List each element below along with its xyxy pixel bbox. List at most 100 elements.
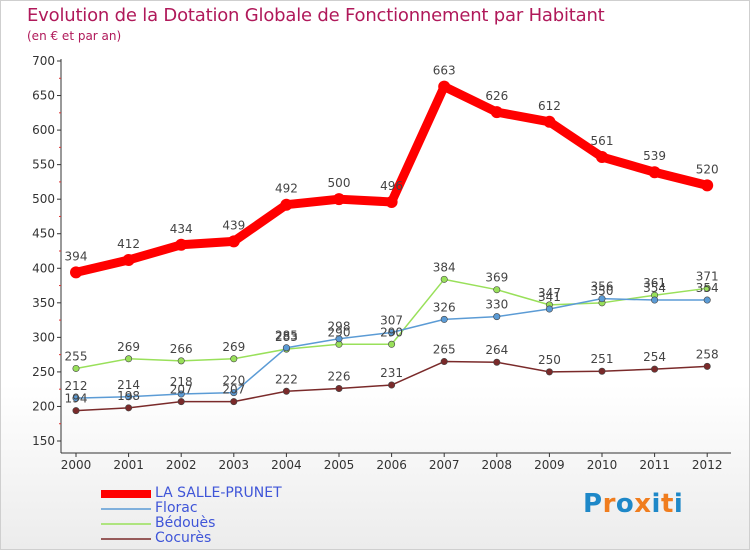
data-point (545, 368, 553, 376)
data-label: 265 (433, 343, 456, 357)
data-point (72, 394, 80, 402)
data-label: 207 (170, 383, 193, 397)
data-label: 269 (117, 340, 140, 354)
data-point (543, 115, 556, 128)
x-tick-label: 2004 (271, 458, 302, 472)
data-label: 290 (328, 325, 351, 339)
data-point (598, 367, 606, 375)
data-point (230, 389, 238, 397)
data-labels: 394 412 434 439 492 500 496 663 626 612 561 539 520 2… (65, 64, 719, 406)
data-label: 298 (328, 320, 351, 334)
data-label: 258 (696, 347, 719, 361)
data-label: 222 (275, 372, 298, 386)
data-label: 341 (538, 290, 561, 304)
logo-letter: i (673, 489, 684, 519)
data-label: 612 (538, 99, 561, 113)
data-label: 285 (275, 329, 298, 343)
logo-letter: o (615, 489, 635, 519)
x-tick-label: 2008 (482, 458, 513, 472)
data-label: 255 (65, 349, 88, 363)
data-label: 194 (65, 392, 88, 406)
data-point (227, 235, 240, 248)
x-tick-label: 2002 (166, 458, 197, 472)
data-point (125, 393, 133, 401)
data-label: 500 (328, 176, 351, 190)
data-point (282, 387, 290, 395)
data-point (335, 384, 343, 392)
data-point (648, 166, 661, 179)
data-point (440, 358, 448, 366)
data-label: 290 (380, 325, 403, 339)
data-label: 439 (222, 218, 245, 232)
y-tick-label: 500 (32, 192, 55, 206)
data-point (388, 329, 396, 337)
data-label: 220 (222, 374, 245, 388)
data-label: 539 (643, 149, 666, 163)
x-tick-label: 2005 (324, 458, 355, 472)
data-point (701, 179, 714, 192)
data-label: 350 (591, 284, 614, 298)
legend-label: LA SALLE-PRUNET (155, 485, 282, 501)
data-label: 361 (643, 276, 666, 290)
data-point (388, 381, 396, 389)
data-point (493, 358, 501, 366)
data-point (651, 296, 659, 304)
y-tick-label: 700 (32, 54, 55, 68)
y-tick-label: 550 (32, 158, 55, 172)
data-point (177, 398, 185, 406)
y-tick-label: 650 (32, 89, 55, 103)
legend-swatch (101, 538, 151, 540)
data-label: 269 (222, 340, 245, 354)
data-label: 354 (696, 281, 719, 295)
data-label: 561 (591, 134, 614, 148)
data-label: 251 (591, 352, 614, 366)
x-tick-label: 2006 (376, 458, 407, 472)
data-label: 250 (538, 353, 561, 367)
data-label: 369 (485, 271, 508, 285)
data-point (703, 284, 711, 292)
data-label: 626 (485, 89, 508, 103)
logo-letter: i (651, 489, 661, 519)
x-tick-label: 2003 (219, 458, 250, 472)
logo-letter: x (634, 489, 652, 519)
legend-swatch (101, 490, 151, 498)
x-tick-label: 2007 (429, 458, 460, 472)
x-tick-label: 2012 (692, 458, 723, 472)
y-tick-label: 200 (32, 399, 55, 413)
data-label: 283 (275, 330, 298, 344)
data-point (125, 404, 133, 412)
data-point (438, 80, 451, 93)
y-tick-label: 600 (32, 123, 55, 137)
logo-letter: r (602, 489, 616, 519)
data-label: 218 (170, 375, 193, 389)
data-point (545, 305, 553, 313)
chart-title: Evolution de la Dotation Globale de Fonc… (27, 5, 605, 26)
data-label: 212 (65, 379, 88, 393)
data-point (440, 315, 448, 323)
x-tick-label: 2011 (639, 458, 670, 472)
data-point (335, 335, 343, 343)
data-label: 254 (643, 350, 666, 364)
data-point (177, 357, 185, 365)
y-tick-label: 150 (32, 434, 55, 448)
legend-label: Florac (155, 500, 198, 516)
data-point (122, 253, 135, 266)
proxiti-logo: Proxiti (583, 489, 683, 519)
data-label: 356 (591, 280, 614, 294)
data-label: 663 (433, 64, 456, 78)
legend-label: Cocurès (155, 530, 212, 546)
data-point (72, 364, 80, 372)
legend-swatch (101, 508, 151, 510)
data-label: 307 (380, 314, 403, 328)
data-label: 264 (485, 343, 508, 357)
legend-label: Bédouès (155, 515, 216, 531)
data-label: 330 (485, 298, 508, 312)
data-point (72, 407, 80, 415)
data-point (440, 275, 448, 283)
x-tick-label: 2009 (534, 458, 565, 472)
legend-swatch (101, 523, 151, 525)
data-label: 207 (222, 383, 245, 397)
data-point (125, 355, 133, 363)
data-label: 354 (643, 281, 666, 295)
x-tick-label: 2001 (113, 458, 144, 472)
